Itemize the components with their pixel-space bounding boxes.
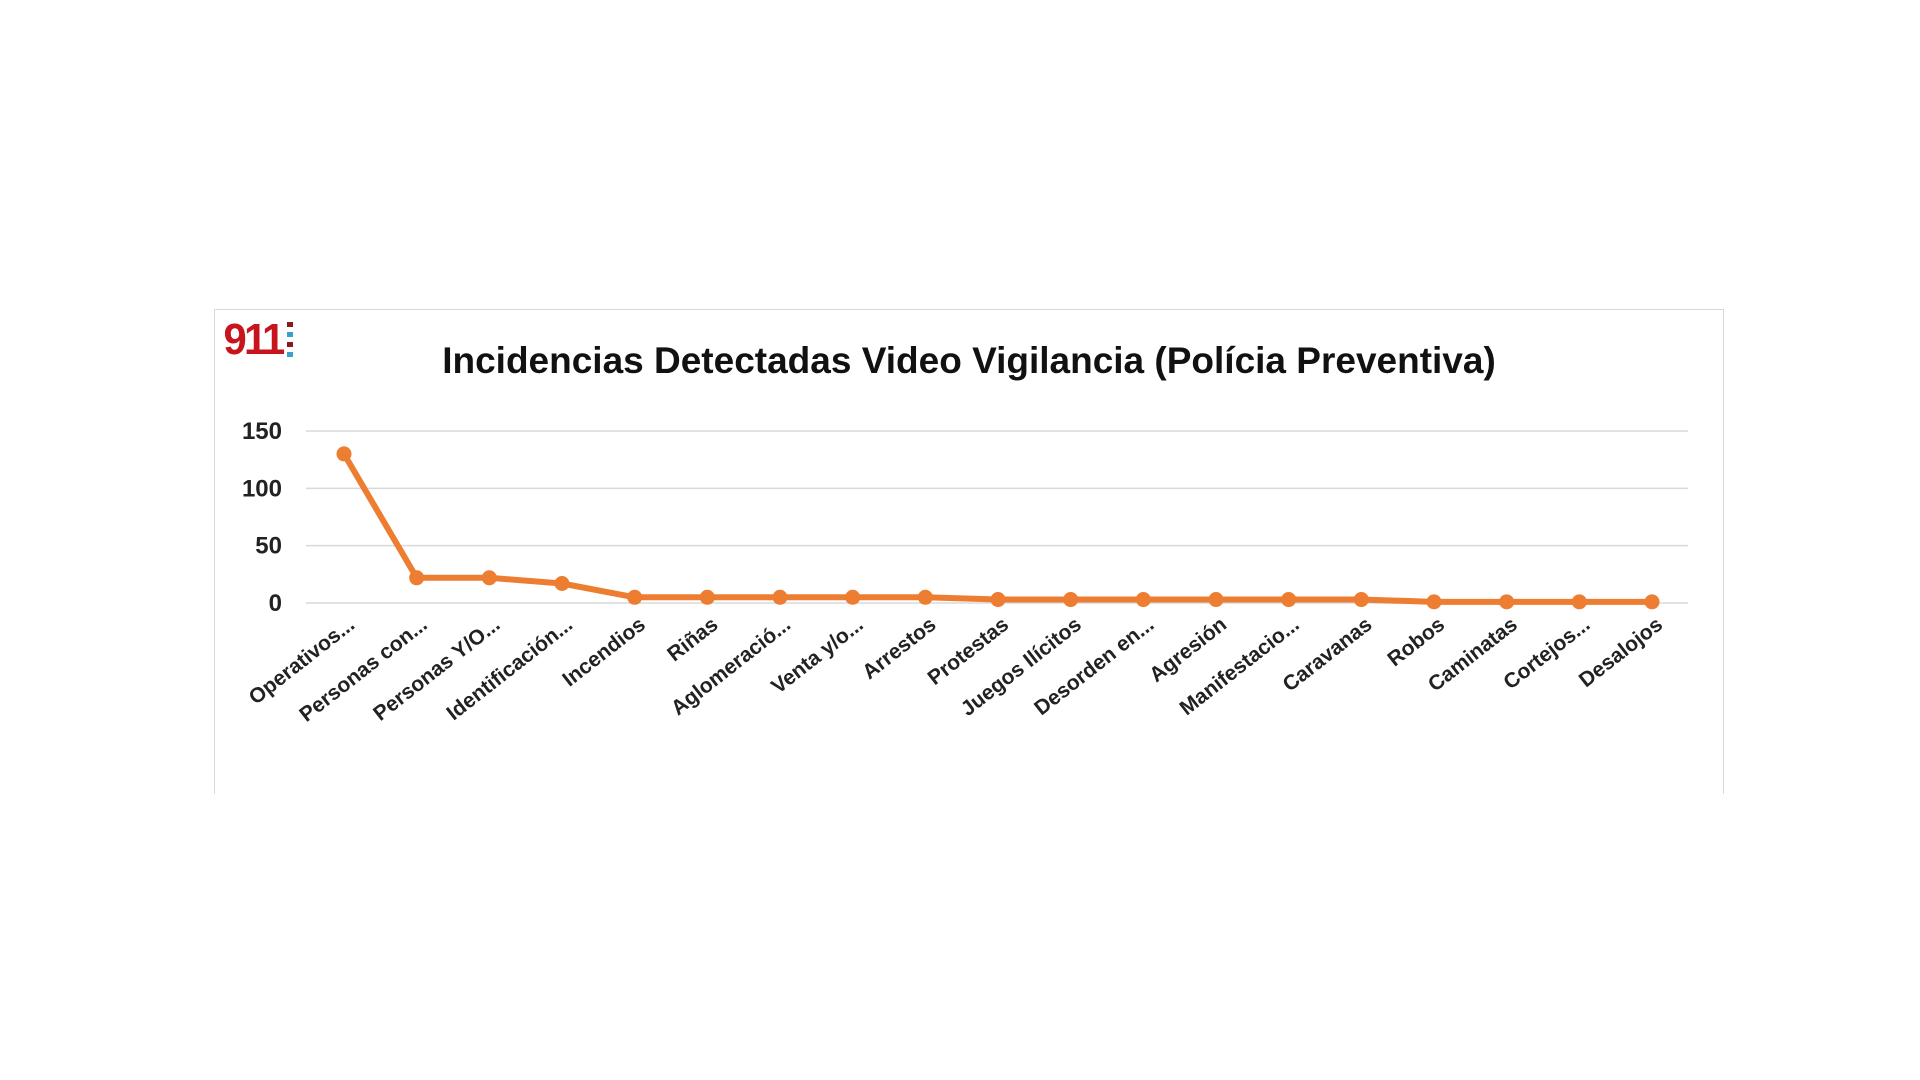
data-point	[1644, 594, 1660, 610]
data-point	[1571, 594, 1587, 610]
x-tick-label: Personas con...	[295, 613, 431, 727]
data-point	[1135, 592, 1151, 608]
data-point	[990, 592, 1006, 608]
x-tick-label: Robos	[1383, 613, 1449, 671]
y-tick-label: 100	[242, 475, 282, 502]
data-point	[554, 576, 570, 592]
series-line	[341, 452, 1652, 605]
chart-title: Incidencias Detectadas Video Vigilancia …	[442, 340, 1496, 381]
data-point	[1426, 594, 1442, 610]
data-point	[1353, 592, 1369, 608]
data-point	[1281, 592, 1297, 608]
data-point	[409, 570, 425, 586]
x-tick-label: Identificación...	[442, 613, 577, 725]
chart-frame	[214, 309, 1724, 794]
logo-911: 911	[223, 315, 286, 364]
y-tick-label: 0	[269, 590, 282, 617]
x-tick-label: Riñas	[663, 613, 722, 666]
data-point	[481, 570, 497, 586]
data-point	[1208, 592, 1224, 608]
logo-dots-icon	[287, 322, 293, 357]
y-tick-label: 150	[242, 418, 282, 445]
data-point	[845, 589, 861, 605]
data-point	[699, 589, 715, 605]
data-point	[627, 589, 643, 605]
data-point	[1499, 594, 1515, 610]
x-tick-label: Personas Y/O...	[369, 613, 504, 726]
data-point	[336, 446, 352, 462]
data-point	[772, 589, 788, 605]
y-tick-label: 50	[255, 533, 282, 560]
data-point	[1063, 592, 1079, 608]
x-tick-label: Juegos Ilícitos	[957, 613, 1086, 721]
data-point	[917, 589, 933, 605]
